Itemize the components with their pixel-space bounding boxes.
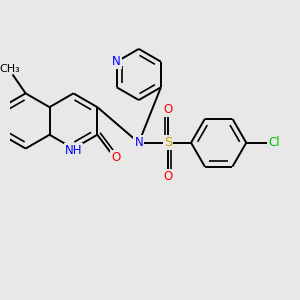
Text: Cl: Cl (268, 136, 280, 149)
Text: CH₃: CH₃ (0, 64, 20, 74)
Text: O: O (163, 169, 172, 183)
Text: N: N (112, 55, 121, 68)
Text: NH: NH (65, 143, 82, 157)
Text: O: O (111, 151, 120, 164)
Text: O: O (163, 103, 172, 116)
Text: S: S (164, 136, 172, 149)
Text: N: N (134, 136, 143, 149)
